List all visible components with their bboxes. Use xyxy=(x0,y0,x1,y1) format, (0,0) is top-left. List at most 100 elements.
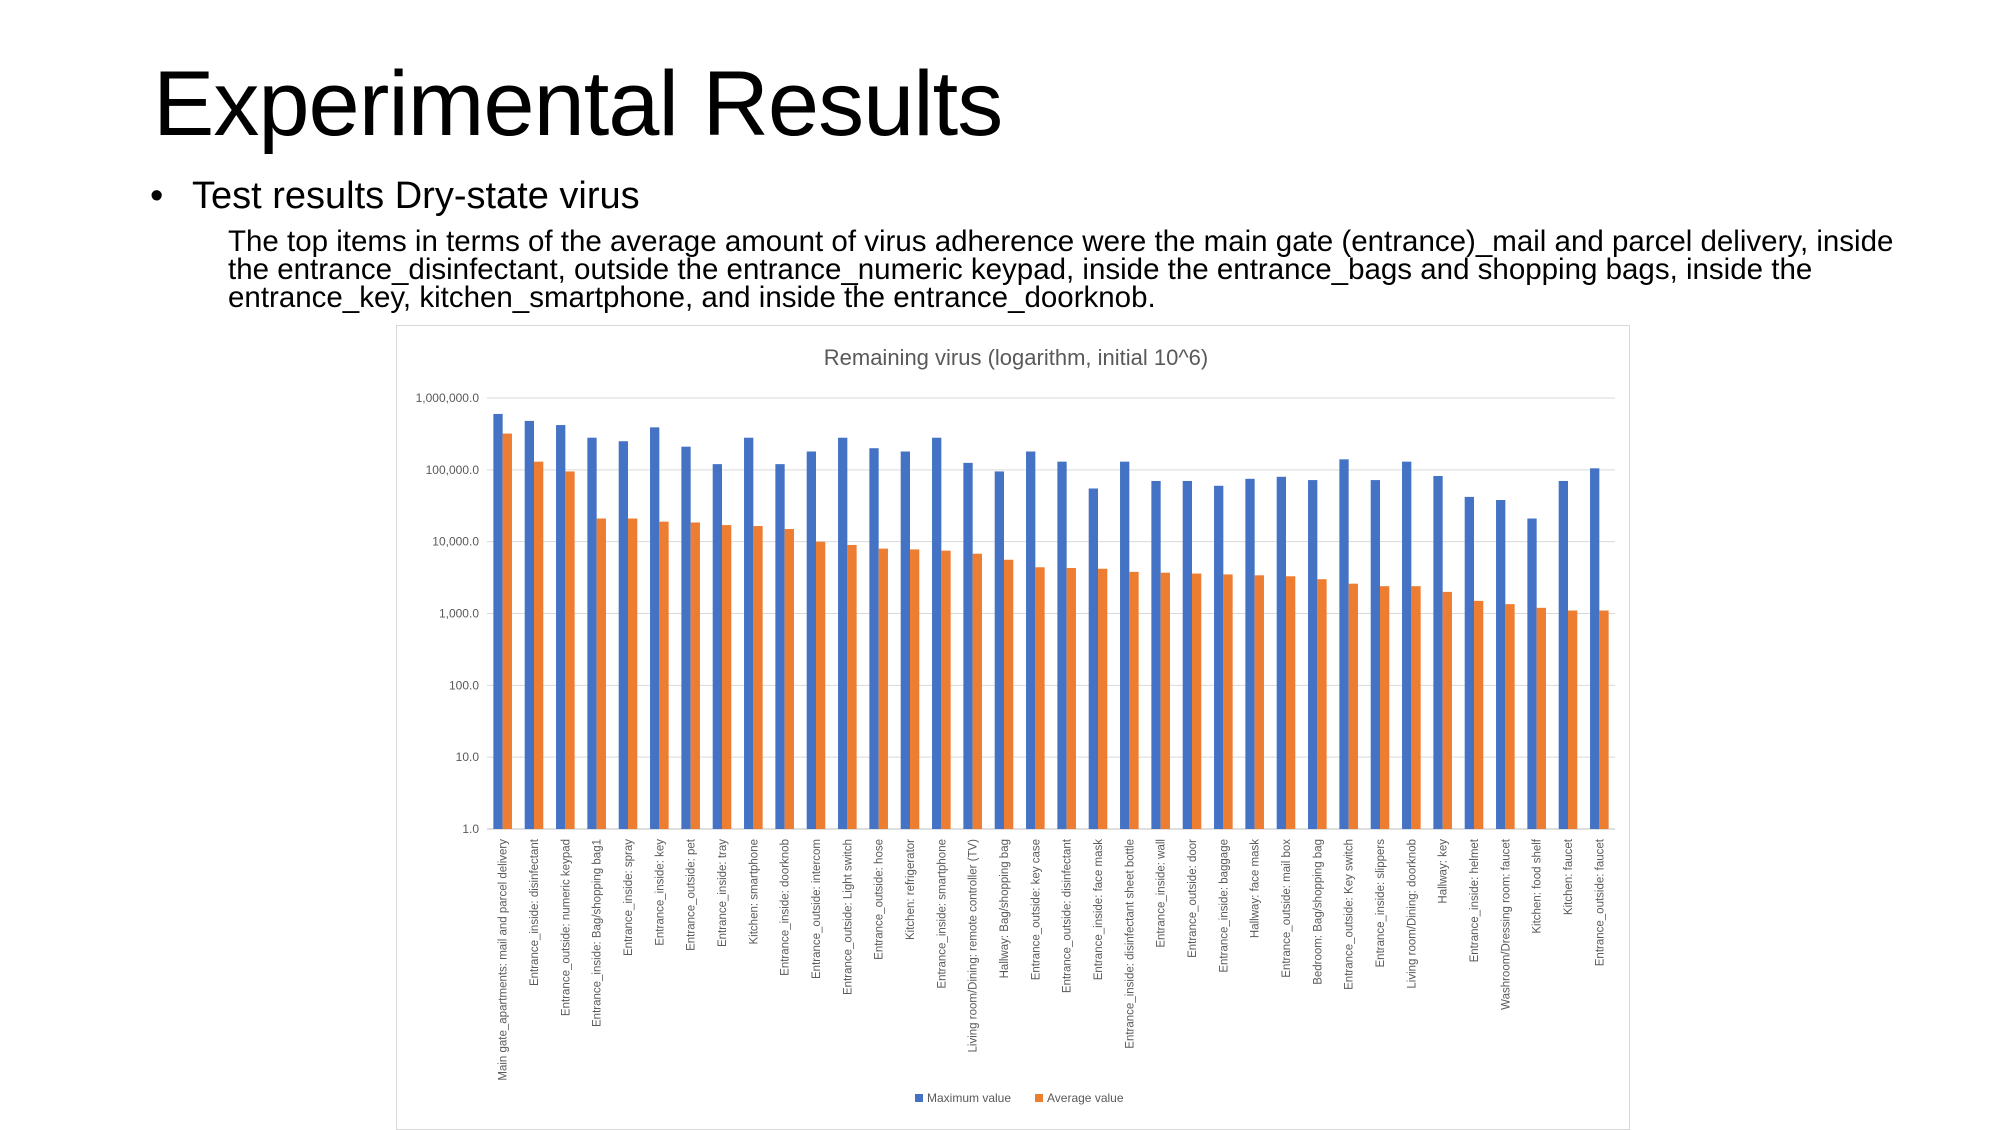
x-tick-label: Entrance_outside: pet xyxy=(686,838,698,951)
bar-average-value xyxy=(816,541,826,829)
x-tick-label: Entrance_outside: hose xyxy=(874,839,886,960)
bullet-text: Test results Dry-state virus xyxy=(192,175,640,217)
y-tick-label: 10.0 xyxy=(456,750,480,764)
x-tick-label: Entrance_inside: disinfectant xyxy=(529,838,541,986)
x-tick-label: Hallway: face mask xyxy=(1250,839,1262,938)
bar-average-value xyxy=(502,433,512,829)
x-tick-label: Entrance_inside: doorknob xyxy=(780,839,792,976)
bar-maximum-value xyxy=(1026,451,1036,829)
bar-average-value xyxy=(1380,586,1390,829)
x-tick-label: Entrance_outside: intercom xyxy=(811,839,823,979)
x-tick-label: Entrance_inside: spray xyxy=(623,839,635,956)
bar-maximum-value xyxy=(650,427,660,829)
bullet-item: • Test results Dry-state virus xyxy=(150,175,640,218)
x-tick-label: Entrance_outside: key case xyxy=(1030,839,1042,980)
bar-average-value xyxy=(1223,574,1233,829)
bar-average-value xyxy=(878,548,888,829)
bar-average-value xyxy=(1411,586,1421,829)
bar-maximum-value xyxy=(744,437,754,829)
bar-maximum-value xyxy=(1339,459,1349,829)
bar-average-value xyxy=(565,471,575,829)
bar-maximum-value xyxy=(1214,485,1224,829)
bar-average-value xyxy=(1004,559,1014,829)
x-tick-label: Entrance_inside: baggage xyxy=(1218,839,1230,973)
x-tick-label: Kitchen: smartphone xyxy=(748,839,760,944)
x-tick-label: Hallway: key xyxy=(1438,839,1450,904)
bar-average-value xyxy=(1254,575,1264,829)
bar-maximum-value xyxy=(1120,461,1130,829)
bar-average-value xyxy=(628,518,638,829)
legend-swatch xyxy=(1035,1094,1043,1102)
bar-maximum-value xyxy=(963,462,973,829)
bar-maximum-value xyxy=(587,437,597,829)
bar-maximum-value xyxy=(869,448,879,829)
x-tick-label: Bedroom: Bag/shopping bag xyxy=(1312,839,1324,985)
bar-maximum-value xyxy=(1590,468,1600,829)
bar-average-value xyxy=(1286,576,1296,829)
bar-maximum-value xyxy=(712,464,722,829)
bar-maximum-value xyxy=(900,451,910,829)
y-tick-label: 1,000.0 xyxy=(439,607,479,621)
bar-maximum-value xyxy=(1245,478,1255,829)
bar-maximum-value xyxy=(618,441,628,829)
bar-maximum-value xyxy=(838,437,848,829)
bar-average-value xyxy=(690,522,700,829)
bar-maximum-value xyxy=(1370,480,1380,829)
x-tick-label: Entrance_outside: numeric keypad xyxy=(560,839,572,1016)
bar-average-value xyxy=(1505,604,1515,829)
bar-maximum-value xyxy=(1151,480,1161,829)
body-paragraph: The top items in terms of the average am… xyxy=(228,225,1894,314)
bar-maximum-value xyxy=(1464,496,1474,829)
x-tick-label: Entrance_outside: faucet xyxy=(1594,838,1606,966)
x-tick-label: Entrance_inside: tray xyxy=(717,839,729,947)
y-tick-label: 1.0 xyxy=(462,822,479,836)
x-tick-label: Entrance_outside: Key switch xyxy=(1344,839,1356,990)
bar-average-value xyxy=(1192,573,1202,829)
bar-maximum-value xyxy=(556,425,566,829)
bar-maximum-value xyxy=(1558,480,1568,829)
bar-average-value xyxy=(1035,567,1045,829)
bar-maximum-value xyxy=(1276,476,1286,829)
bar-average-value xyxy=(1317,579,1327,829)
x-axis-tick-labels: Main gate_apartments: mail and parcel de… xyxy=(498,838,1607,1080)
bar-average-value xyxy=(1599,610,1609,829)
y-tick-label: 100,000.0 xyxy=(426,463,480,477)
bar-average-value xyxy=(1066,567,1076,829)
bar-average-value xyxy=(1129,571,1139,829)
x-tick-label: Entrance_inside: key xyxy=(654,839,666,946)
x-tick-label: Hallway: Bag/shopping bag xyxy=(999,839,1011,978)
y-tick-label: 10,000.0 xyxy=(432,535,479,549)
x-tick-label: Entrance_outside: mail box xyxy=(1281,839,1293,978)
bar-average-value xyxy=(596,518,606,829)
bar-maximum-value xyxy=(1402,461,1412,829)
x-tick-label: Kitchen: faucet xyxy=(1563,838,1575,915)
bar-average-value xyxy=(1568,610,1578,829)
x-tick-label: Kitchen: refrigerator xyxy=(905,839,917,940)
x-tick-label: Entrance_inside: helmet xyxy=(1469,838,1481,962)
bar-average-value xyxy=(972,553,982,829)
chart-title: Remaining virus (logarithm, initial 10^6… xyxy=(824,345,1208,370)
bar-average-value xyxy=(910,549,920,829)
x-tick-label: Entrance_outside: Light switch xyxy=(842,839,854,995)
bar-average-value xyxy=(784,529,794,829)
bar-maximum-value xyxy=(1527,518,1537,829)
bar-maximum-value xyxy=(493,413,503,829)
bar-maximum-value xyxy=(775,464,785,829)
bars xyxy=(493,413,1609,829)
bar-maximum-value xyxy=(1057,461,1067,829)
legend-label: Average value xyxy=(1047,1091,1124,1105)
bar-average-value xyxy=(1098,568,1108,829)
x-tick-label: Kitchen: food shelf xyxy=(1532,838,1544,933)
x-tick-label: Entrance_inside: slippers xyxy=(1375,839,1387,968)
legend-label: Maximum value xyxy=(927,1091,1011,1105)
x-tick-label: Main gate_apartments: mail and parcel de… xyxy=(498,839,510,1081)
bar-average-value xyxy=(847,544,857,829)
y-tick-label: 100.0 xyxy=(449,678,479,692)
legend: Maximum value Average value xyxy=(915,1091,1124,1105)
x-tick-label: Washroom/Dressing room: faucet xyxy=(1500,838,1512,1010)
bar-average-value xyxy=(534,461,544,829)
x-tick-label: Entrance_inside: smartphone xyxy=(936,839,948,989)
chart-frame: Remaining virus (logarithm, initial 10^6… xyxy=(396,325,1630,1130)
bar-maximum-value xyxy=(1496,500,1506,829)
bar-maximum-value xyxy=(806,451,816,829)
